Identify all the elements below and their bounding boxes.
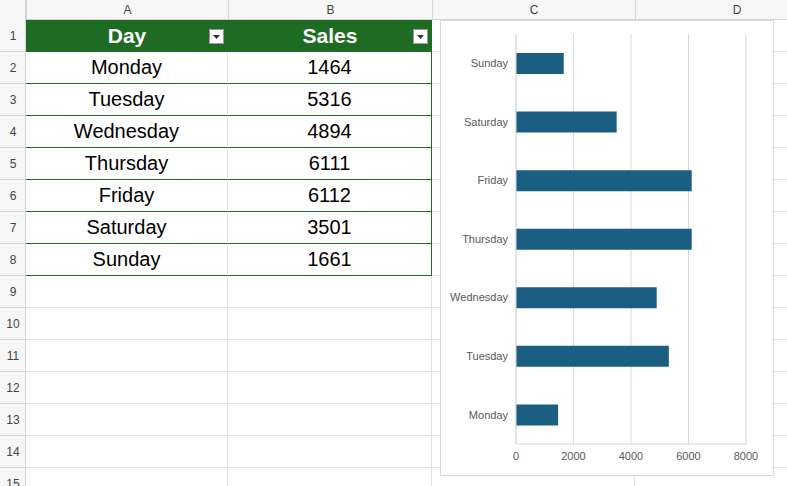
html-text:2: 2 <box>9 61 17 75</box>
html-text:Friday: Friday <box>98 184 155 206</box>
html-text:Day: Day <box>107 24 147 47</box>
svg-text:Saturday: Saturday <box>464 116 509 128</box>
html-text:1: 1 <box>9 29 17 43</box>
svg-text:Thursday: Thursday <box>462 233 508 245</box>
svg-text:6000: 6000 <box>676 450 700 462</box>
html-text:B: B <box>326 3 335 17</box>
html-text:Wednesday: Wednesday <box>73 120 180 142</box>
html-text:Sales: Sales <box>302 24 358 47</box>
svg-text:Wednesday: Wednesday <box>450 291 508 303</box>
html-text:Monday: Monday <box>90 56 163 78</box>
html-text:6112: 6112 <box>308 184 351 206</box>
html-text:Thursday: Thursday <box>84 152 169 174</box>
html-text:5: 5 <box>9 157 17 171</box>
html-text:1464: 1464 <box>307 56 352 78</box>
svg-text:0: 0 <box>513 450 519 462</box>
html-text:3501: 3501 <box>307 216 352 238</box>
svg-text:Monday: Monday <box>469 409 509 421</box>
svg-text:4000: 4000 <box>619 450 643 462</box>
html-text:A: A <box>123 3 132 17</box>
html-text:1661: 1661 <box>307 248 352 270</box>
html-text:6111: 6111 <box>308 152 351 174</box>
html-text:5316: 5316 <box>307 88 352 110</box>
svg-text:Sunday: Sunday <box>471 57 509 69</box>
html-text:D: D <box>732 3 742 17</box>
html-text:9: 9 <box>9 285 17 299</box>
svg-text:Tuesday: Tuesday <box>466 350 508 362</box>
html-text:13: 13 <box>6 413 20 427</box>
html-text:10: 10 <box>6 317 20 331</box>
html-text:Sunday: Sunday <box>92 248 161 270</box>
html-text:7: 7 <box>9 221 17 235</box>
html-text:4: 4 <box>9 125 17 139</box>
html-text:Tuesday: Tuesday <box>88 88 165 110</box>
html-text:11: 11 <box>6 349 20 363</box>
svg-text:8000: 8000 <box>734 450 758 462</box>
html-text:6: 6 <box>9 189 17 203</box>
svg-text:2000: 2000 <box>561 450 585 462</box>
html-text:4894: 4894 <box>307 120 352 142</box>
html-text:3: 3 <box>9 93 17 107</box>
html-text:12: 12 <box>6 381 20 395</box>
html-text:14: 14 <box>6 445 20 459</box>
svg-text:Friday: Friday <box>477 174 508 186</box>
html-text:C: C <box>529 3 539 17</box>
html-text:Saturday: Saturday <box>86 216 167 238</box>
html-text:8: 8 <box>9 253 17 267</box>
